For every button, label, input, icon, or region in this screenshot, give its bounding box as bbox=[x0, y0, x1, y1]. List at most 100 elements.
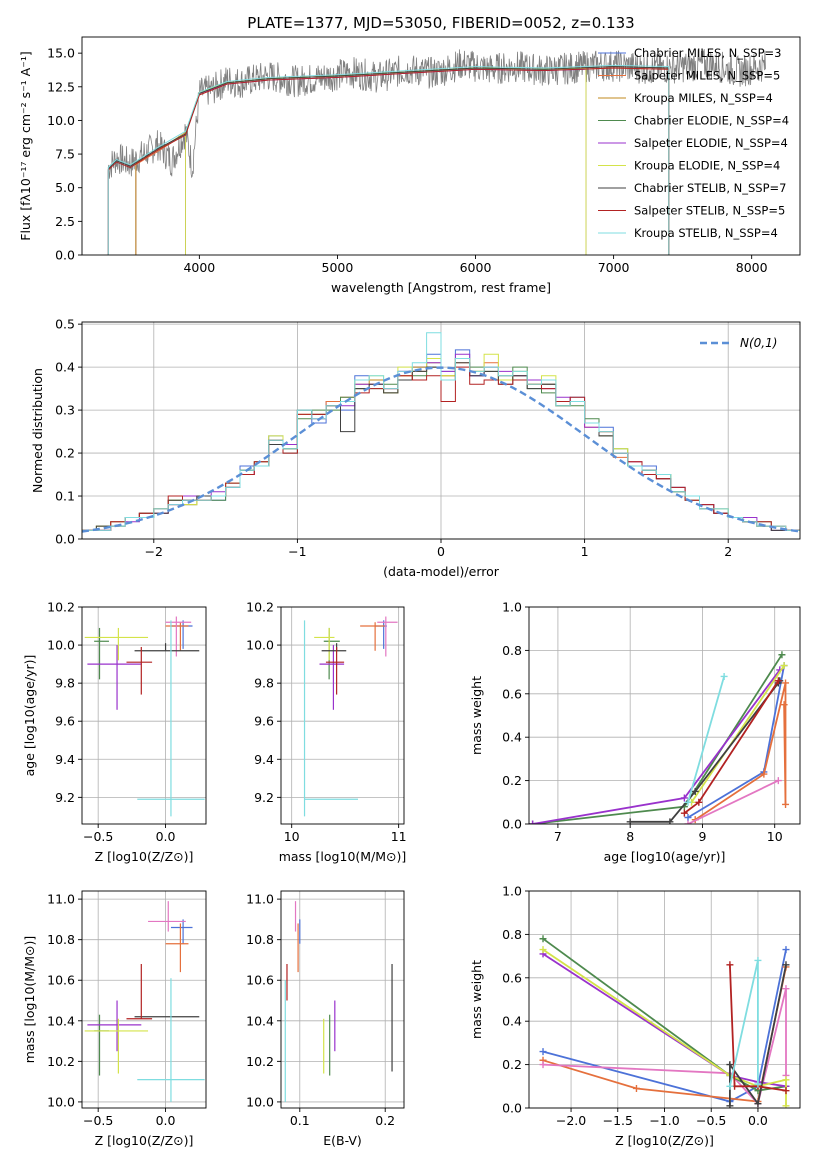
y-tick-label: 9.8 bbox=[55, 676, 75, 691]
x-axis-label: Z [log10(Z/Z⊙)] bbox=[95, 1133, 194, 1148]
panel-mass-weight-vs-age: 7 8 9 10 0.0 0.2 0.4 0.6 0.8 1.0 age [log10(age/yr… bbox=[469, 600, 801, 864]
y-tick-label: 10.8 bbox=[47, 932, 75, 947]
weight-marker-2 bbox=[774, 777, 782, 785]
weight-marker-1 bbox=[780, 701, 788, 709]
weight-marker-4 bbox=[529, 820, 537, 824]
weight-marker-6 bbox=[691, 787, 699, 795]
weight-marker-2 bbox=[782, 985, 790, 993]
model-line-8 bbox=[107, 64, 669, 168]
y-tick-label: 1.0 bbox=[502, 884, 522, 899]
weight-marker-2 bbox=[539, 1061, 547, 1069]
weight-marker-0 bbox=[782, 946, 790, 954]
y-tick-label: 0.2 bbox=[502, 1057, 522, 1072]
y-tick-label: 10.0 bbox=[47, 113, 75, 128]
legend-label: Kroupa ELODIE, N_SSP=4 bbox=[634, 159, 780, 173]
y-tick-label: 0.3 bbox=[55, 403, 75, 418]
weight-marker-4 bbox=[680, 794, 688, 802]
x-tick-label: 0.0 bbox=[156, 1113, 176, 1128]
y-tick-label: 12.5 bbox=[47, 79, 75, 94]
weight-marker-0 bbox=[539, 1048, 547, 1056]
plot-area bbox=[303, 616, 398, 817]
x-axis-label: E(B-V) bbox=[323, 1133, 362, 1148]
weight-marker-8 bbox=[754, 956, 762, 964]
plot-area bbox=[539, 935, 790, 1108]
panel-age-vs-metallicity: −0.5 0.0 9.2 9.4 9.6 9.8 10.0 10.2 Z [log10(Z/Z⊙… bbox=[22, 600, 207, 864]
plot-area bbox=[107, 49, 766, 255]
y-tick-label: 0.8 bbox=[502, 927, 522, 942]
plot-area bbox=[82, 332, 800, 533]
y-axis-label: mass [log10(M/M⊙)] bbox=[22, 936, 37, 1064]
weight-marker-5 bbox=[782, 1076, 790, 1084]
weight-marker-0 bbox=[684, 813, 692, 821]
y-tick-label: 0.0 bbox=[55, 248, 75, 263]
x-tick-label: 1 bbox=[581, 544, 589, 559]
weight-line-4 bbox=[542, 953, 787, 1088]
x-tick-label: 7 bbox=[554, 829, 562, 844]
panel-age-vs-mass: 10 11 9.2 9.4 9.6 9.8 10.0 10.2 mass [log10(M/M⊙… bbox=[246, 600, 406, 865]
weight-line-8 bbox=[687, 676, 725, 803]
x-tick-label: 7000 bbox=[598, 260, 630, 275]
axes-frame bbox=[81, 606, 207, 825]
legend-label: Salpeter STELIB, N_SSP=5 bbox=[634, 204, 785, 218]
weight-marker-7 bbox=[726, 961, 734, 969]
panels-layer: Chabrier MILES, N_SSP=3 Salpeter MILES, N… bbox=[18, 36, 801, 1148]
legend-label: Chabrier ELODIE, N_SSP=4 bbox=[634, 114, 789, 128]
weight-marker-6 bbox=[782, 961, 790, 969]
y-tick-label: 10.0 bbox=[47, 638, 75, 653]
y-tick-label: 11.0 bbox=[246, 892, 274, 907]
model-line-6 bbox=[107, 66, 669, 170]
x-tick-label: −1 bbox=[288, 544, 306, 559]
panel-mass-vs-extinction: 0.1 0.2 10.0 10.2 10.4 10.6 10.8 11.0 E(B-V) bbox=[246, 890, 405, 1148]
weight-line-6 bbox=[630, 680, 781, 823]
legend-label: N(0,1) bbox=[740, 336, 777, 350]
y-tick-label: 0.6 bbox=[502, 686, 522, 701]
weight-marker-6 bbox=[626, 818, 634, 824]
y-tick-label: 0.1 bbox=[55, 489, 75, 504]
x-tick-label: 0.0 bbox=[156, 829, 176, 844]
y-tick-label: 9.8 bbox=[254, 676, 274, 691]
y-axis-label: mass weight bbox=[469, 960, 484, 1039]
x-tick-label: −2.0 bbox=[556, 1113, 586, 1128]
weight-line-7 bbox=[729, 964, 787, 1092]
legend-label: Kroupa MILES, N_SSP=4 bbox=[634, 91, 773, 105]
y-tick-label: 2.5 bbox=[55, 214, 75, 229]
y-tick-label: 9.6 bbox=[254, 714, 274, 729]
x-tick-label: −0.5 bbox=[83, 829, 113, 844]
y-axis-label: Normed distribution bbox=[30, 368, 45, 493]
y-tick-label: 0.0 bbox=[502, 1101, 522, 1116]
y-tick-label: 9.6 bbox=[55, 714, 75, 729]
x-tick-label: 11 bbox=[391, 829, 407, 844]
weight-line-4 bbox=[532, 669, 781, 824]
figure-title: PLATE=1377, MJD=53050, FIBERID=0052, z=0… bbox=[247, 14, 634, 32]
y-tick-label: 0.2 bbox=[502, 773, 522, 788]
y-tick-label: 10.2 bbox=[47, 600, 75, 615]
plot-area bbox=[284, 901, 393, 1102]
x-tick-label: 10 bbox=[284, 829, 300, 844]
y-tick-label: 0.5 bbox=[55, 317, 75, 332]
panel-mass-weight-vs-metallicity: −2.0 −1.5 −1.0 −0.5 0.0 0.0 0.2 0.4 0.6 0.8 1.0 Z [… bbox=[469, 884, 801, 1148]
y-tick-label: 10.4 bbox=[246, 1013, 274, 1028]
y-tick-label: 0.4 bbox=[55, 360, 75, 375]
plot-area bbox=[84, 901, 205, 1102]
x-tick-label: 6000 bbox=[460, 260, 492, 275]
y-tick-label: 15.0 bbox=[47, 46, 75, 61]
weight-marker-8 bbox=[684, 798, 692, 806]
panel-residuals: N(0,1) −2 −1 0 1 2 0.0 0.1 0.2 0.3 0.4 0.5 (data-mod… bbox=[30, 317, 801, 579]
y-axis-label: age [log10(age/yr)] bbox=[22, 655, 37, 777]
x-tick-label: −2 bbox=[145, 544, 163, 559]
x-axis-label: Z [log10(Z/Z⊙)] bbox=[95, 849, 194, 864]
y-tick-label: 0.0 bbox=[502, 817, 522, 832]
legend-label: Kroupa STELIB, N_SSP=4 bbox=[634, 226, 778, 240]
y-tick-label: 0.6 bbox=[502, 970, 522, 985]
weight-marker-6 bbox=[726, 1061, 734, 1069]
weight-line-5 bbox=[690, 665, 785, 803]
y-axis-label: Flux [fλ10⁻¹⁷ erg cm⁻² s⁻¹ A⁻¹] bbox=[18, 51, 33, 240]
panel-spectrum: Chabrier MILES, N_SSP=3 Salpeter MILES, N… bbox=[18, 36, 801, 295]
x-tick-label: −0.5 bbox=[83, 1113, 113, 1128]
weight-marker-3 bbox=[778, 651, 786, 659]
x-tick-label: 0.1 bbox=[290, 1113, 310, 1128]
y-tick-label: 10.0 bbox=[47, 1094, 75, 1109]
weight-marker-1 bbox=[782, 679, 790, 687]
weight-marker-1 bbox=[782, 800, 790, 808]
legend-label: Salpeter MILES, N_SSP=5 bbox=[634, 69, 780, 83]
